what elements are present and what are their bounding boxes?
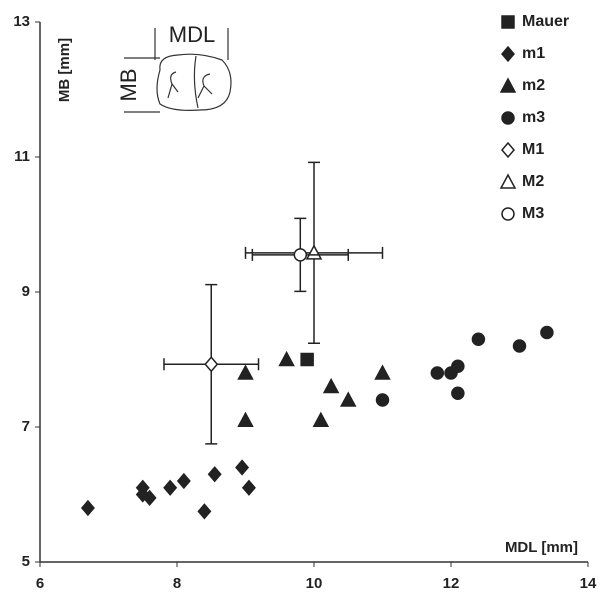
- marker: [540, 325, 554, 340]
- legend-label: m2: [522, 77, 545, 94]
- marker: [237, 364, 254, 380]
- legend-marker: [501, 15, 515, 29]
- y-tick-label: 9: [22, 283, 30, 300]
- x-tick-label: 12: [443, 575, 460, 592]
- inset-tooth: [124, 28, 232, 113]
- x-tick-label: 10: [306, 575, 323, 592]
- marker: [235, 459, 250, 476]
- marker: [197, 503, 212, 520]
- marker: [339, 391, 357, 407]
- legend-marker: [501, 141, 515, 159]
- marker: [204, 356, 219, 373]
- marker: [207, 466, 222, 483]
- marker: [451, 386, 465, 400]
- legend-marker: [501, 207, 515, 221]
- x-axis-label: MDL [mm]: [505, 539, 578, 556]
- legend-label: Mauer: [522, 13, 569, 30]
- marker: [163, 479, 178, 496]
- legend-label: m1: [522, 45, 545, 62]
- marker: [300, 352, 314, 367]
- marker: [241, 479, 256, 496]
- legend-label: M3: [522, 205, 544, 222]
- marker: [471, 332, 486, 346]
- marker: [176, 472, 191, 490]
- legend-label: M2: [522, 173, 544, 190]
- marker: [322, 377, 340, 394]
- marker: [512, 339, 527, 353]
- legend-label: m3: [522, 109, 545, 126]
- inset-label: MB: [116, 69, 141, 102]
- y-tick-label: 7: [22, 418, 30, 435]
- marker: [80, 499, 95, 517]
- marker: [237, 411, 254, 427]
- marker: [278, 350, 295, 367]
- marker: [451, 359, 465, 373]
- marker: [374, 364, 391, 380]
- inset-label: MDL: [169, 22, 215, 47]
- legend-marker: [501, 45, 515, 63]
- legend-marker: [499, 77, 517, 93]
- legend-marker: [501, 111, 515, 125]
- legend-label: M1: [522, 141, 544, 158]
- x-tick-label: 14: [580, 575, 597, 592]
- marker: [142, 489, 157, 507]
- y-axis-label: MB [mm]: [56, 38, 73, 102]
- y-tick-label: 13: [13, 13, 30, 30]
- legend-marker: [499, 173, 517, 189]
- marker: [430, 366, 445, 380]
- marker: [375, 393, 390, 407]
- y-tick-label: 5: [22, 553, 30, 570]
- x-tick-label: 8: [173, 575, 181, 592]
- marker: [312, 411, 330, 427]
- x-tick-label: 6: [36, 575, 44, 592]
- y-tick-label: 11: [14, 148, 30, 165]
- marker: [293, 248, 308, 262]
